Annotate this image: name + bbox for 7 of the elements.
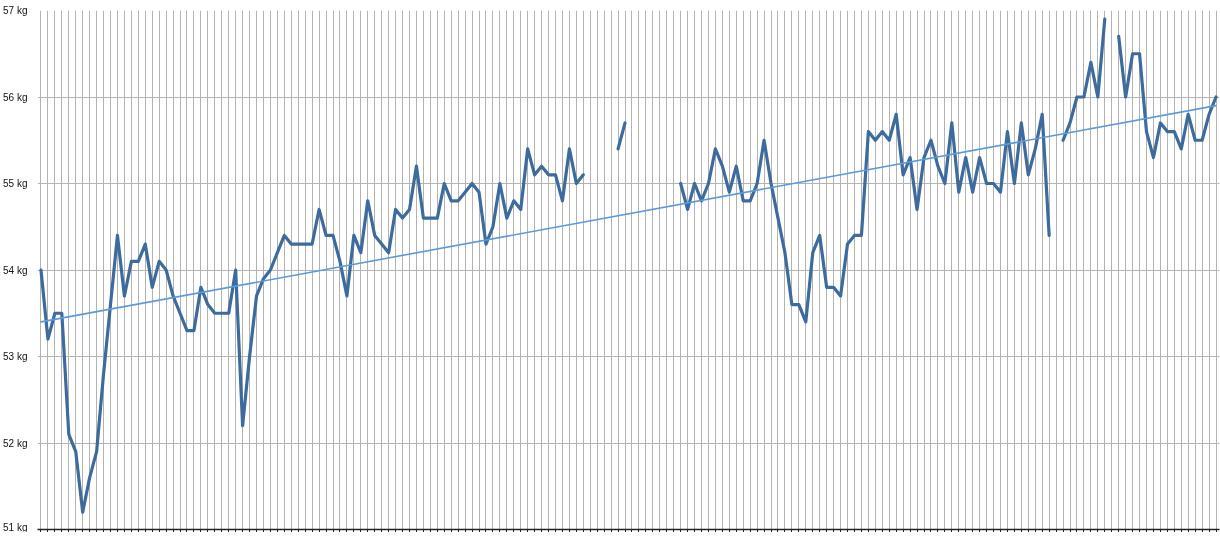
y-tick-label: 56 kg	[3, 91, 28, 103]
y-tick-label: 57 kg	[3, 5, 28, 16]
y-tick-label: 54 kg	[3, 264, 28, 276]
y-tick-label: 55 kg	[3, 178, 28, 189]
y-tick-label: 51 kg	[3, 521, 28, 533]
y-tick-label: 52 kg	[3, 437, 28, 449]
y-tick-label: 53 kg	[3, 351, 28, 362]
